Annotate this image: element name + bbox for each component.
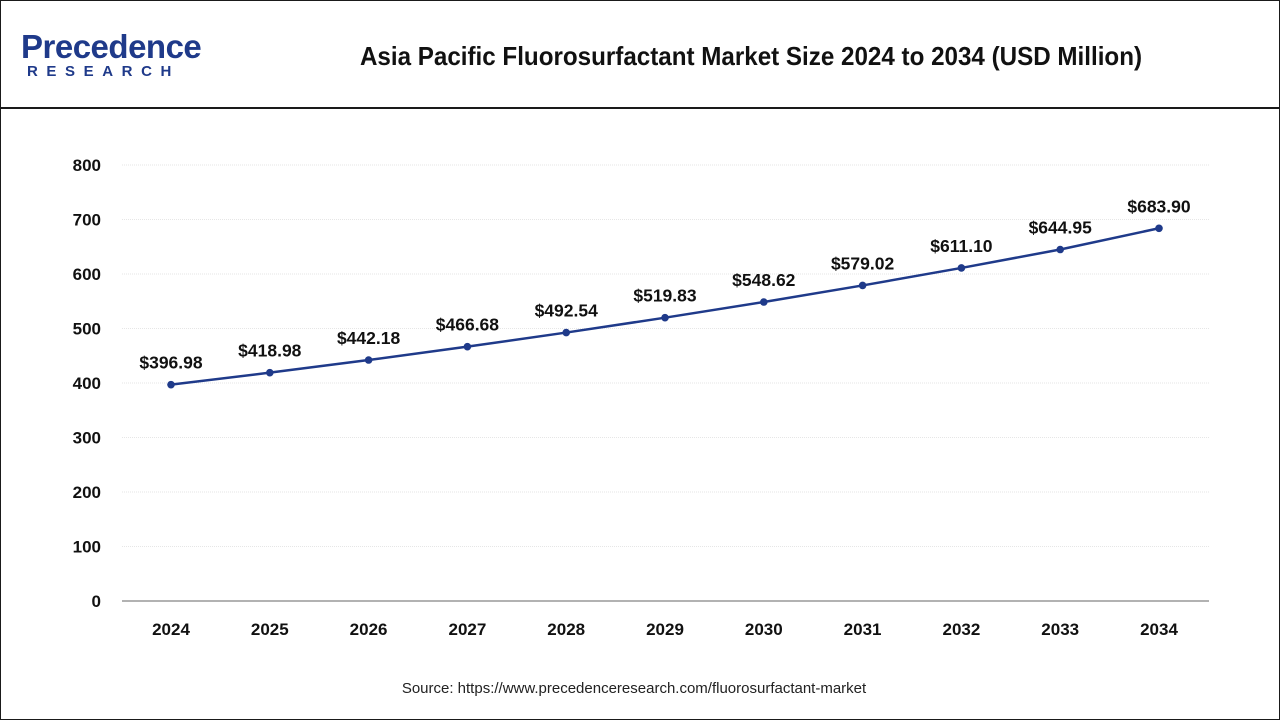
data-label: $492.54: [535, 301, 599, 321]
x-tick-label: 2034: [1140, 620, 1178, 639]
data-point: [266, 368, 274, 377]
y-tick-label: 100: [73, 538, 101, 557]
x-tick-label: 2030: [745, 620, 783, 639]
data-point: [760, 298, 768, 306]
chart-area: 0 100 200 300 400 500 600 700 800 2024 2025 2026 202…: [1, 109, 1279, 669]
data-label: $644.95: [1029, 218, 1093, 238]
y-tick-label: 700: [73, 211, 101, 230]
x-tick-label: 2024: [152, 620, 190, 639]
data-label: $683.90: [1127, 196, 1191, 216]
data-point: [1155, 224, 1163, 233]
data-point: [1056, 245, 1064, 254]
data-point: [463, 342, 472, 351]
y-tick-label: 400: [73, 374, 101, 393]
x-tick-label: 2032: [942, 620, 980, 639]
data-label: $396.98: [139, 353, 203, 373]
x-tick-label: 2027: [448, 620, 486, 639]
y-tick-label: 600: [73, 265, 101, 284]
x-tick-label: 2028: [547, 620, 585, 639]
data-label: $466.68: [436, 315, 500, 335]
chart-title: Asia Pacific Fluorosurfactant Market Siz…: [359, 41, 1143, 71]
y-tick-label: 800: [73, 156, 101, 175]
x-tick-label: 2033: [1041, 620, 1079, 639]
data-label: $519.83: [633, 286, 697, 306]
logo-subtitle: RESEARCH: [27, 63, 180, 80]
data-label: $579.02: [831, 253, 895, 273]
x-tick-label: 2029: [646, 620, 684, 639]
data-point: [858, 281, 867, 290]
x-tick-label: 2025: [251, 620, 289, 639]
y-tick-label: 200: [73, 483, 101, 502]
data-point: [167, 380, 175, 389]
data-point: [661, 313, 669, 322]
brand-logo: Precedence RESEARCH: [21, 29, 221, 85]
data-label: $418.98: [238, 341, 302, 361]
logo-wordmark: Precedence: [21, 28, 202, 65]
x-tick-label: 2031: [844, 620, 882, 639]
x-tick-label: 2026: [350, 620, 388, 639]
data-point: [562, 328, 570, 337]
data-label: $548.62: [732, 270, 796, 290]
data-label: $611.10: [930, 236, 993, 256]
data-point: [957, 264, 966, 272]
data-point: [364, 356, 373, 364]
series-line: [170, 227, 1160, 386]
chart-header: Precedence RESEARCH Asia Pacific Fluoros…: [1, 1, 1279, 109]
y-tick-label: 300: [73, 429, 101, 448]
y-tick-label: 500: [73, 320, 101, 339]
y-tick-label: 0: [92, 592, 101, 611]
line-chart: 0 100 200 300 400 500 600 700 800 2024 2025 2026 202…: [73, 156, 1209, 639]
source-note: Source: https://www.precedenceresearch.c…: [401, 680, 867, 697]
data-label: $442.18: [337, 328, 401, 348]
